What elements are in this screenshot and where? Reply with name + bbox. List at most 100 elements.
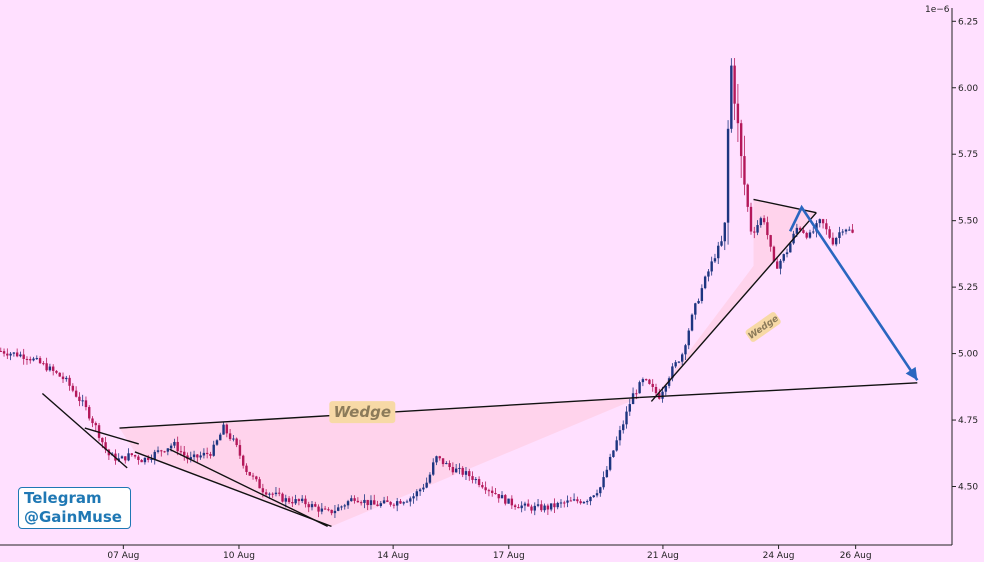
candle-body xyxy=(707,271,710,277)
candle-body xyxy=(356,500,360,503)
candle-body xyxy=(402,502,405,504)
candle-body xyxy=(179,451,183,453)
candle-body xyxy=(297,499,301,502)
x-tick-label: 24 Aug xyxy=(763,551,795,561)
candle-body xyxy=(45,363,48,371)
candle-body xyxy=(838,232,841,239)
wedge-label-bg xyxy=(745,312,781,342)
candle-body xyxy=(782,254,785,261)
candle-body xyxy=(798,227,802,231)
candle-body xyxy=(340,506,343,508)
candle-body xyxy=(2,351,6,354)
candle-body xyxy=(622,424,625,431)
candle-body xyxy=(55,370,58,373)
candle-body xyxy=(844,229,848,232)
candle-body xyxy=(730,65,733,129)
candle-body xyxy=(507,498,510,504)
candle-body xyxy=(222,424,225,435)
candle-body xyxy=(350,498,353,502)
x-tick-label: 10 Aug xyxy=(223,551,255,561)
x-tick-label: 07 Aug xyxy=(107,551,139,561)
candle-body xyxy=(22,354,25,359)
candle-body xyxy=(294,499,297,504)
candle-body xyxy=(78,396,81,402)
candle-body xyxy=(199,455,202,458)
candle-body xyxy=(654,386,658,394)
candle-body xyxy=(163,451,166,453)
candle-body xyxy=(359,502,363,504)
candle-body xyxy=(789,243,792,253)
candle-body xyxy=(425,482,428,488)
candle-body xyxy=(330,509,333,514)
candle-body xyxy=(543,505,546,511)
candle-body xyxy=(284,498,287,502)
candle-body xyxy=(477,479,481,486)
candle-body xyxy=(625,411,628,425)
candle-body xyxy=(710,261,713,272)
candle-body xyxy=(29,359,32,361)
y-tick-label: 5.75 xyxy=(958,150,978,160)
candle-body xyxy=(392,504,396,506)
candle-body xyxy=(143,457,147,463)
y-tick-label: 6.00 xyxy=(958,84,978,94)
candle-body xyxy=(487,490,491,492)
x-ticks: 07 Aug 10 Aug 14 Aug 17 Aug 21 Aug 24 Aug 26 A… xyxy=(107,545,872,561)
candle-body xyxy=(517,507,520,509)
candle-body xyxy=(762,218,766,223)
candle-body xyxy=(582,501,586,504)
y-tick-label: 6.25 xyxy=(958,17,978,27)
x-tick-label: 14 Aug xyxy=(377,551,409,561)
candle-body xyxy=(281,493,284,502)
candle-body xyxy=(671,366,674,379)
candle-body xyxy=(569,500,573,502)
candle-body xyxy=(553,503,556,508)
candle-body xyxy=(209,454,212,456)
candle-body xyxy=(818,219,821,224)
candle-body xyxy=(471,476,474,480)
forecast-arrow xyxy=(788,204,919,381)
candle-body xyxy=(612,450,615,457)
candle-body xyxy=(684,345,687,355)
candle-body xyxy=(812,231,815,233)
candle-body xyxy=(268,493,271,495)
watermark-line-1: Telegram xyxy=(24,489,102,507)
candle-body xyxy=(484,487,487,491)
candle-body xyxy=(25,358,29,360)
candle-body xyxy=(726,128,730,223)
candle-body xyxy=(779,260,782,269)
candle-body xyxy=(333,510,337,514)
candle-body xyxy=(287,498,291,503)
candle-body xyxy=(572,499,576,501)
candle-body xyxy=(694,303,697,315)
candle-body xyxy=(232,438,235,440)
candle-body xyxy=(821,219,825,224)
candle-body xyxy=(510,498,514,506)
candle-body xyxy=(661,391,664,399)
candle-body xyxy=(68,377,71,386)
candle-body xyxy=(278,492,281,494)
candle-body xyxy=(91,418,94,424)
candle-body xyxy=(717,245,720,259)
candle-body xyxy=(245,465,248,472)
candle-body xyxy=(776,261,779,269)
candle-body xyxy=(235,438,238,446)
candle-body xyxy=(343,505,346,507)
candle-body xyxy=(834,238,838,245)
candle-body xyxy=(592,495,595,498)
candle-body xyxy=(500,495,504,499)
candle-body xyxy=(432,462,435,475)
candle-body xyxy=(805,232,808,238)
candle-body xyxy=(238,445,242,456)
candle-body xyxy=(196,454,199,458)
candle-body xyxy=(169,445,173,449)
candle-body xyxy=(769,235,772,247)
candle-body xyxy=(42,363,45,365)
candle-body xyxy=(304,498,307,505)
candle-body xyxy=(559,502,563,504)
candle-body xyxy=(32,358,35,361)
y-multiplier-label: 1e−6 xyxy=(925,5,950,15)
candle-body xyxy=(274,492,278,495)
candle-body xyxy=(497,494,500,499)
candle-body xyxy=(474,479,478,481)
